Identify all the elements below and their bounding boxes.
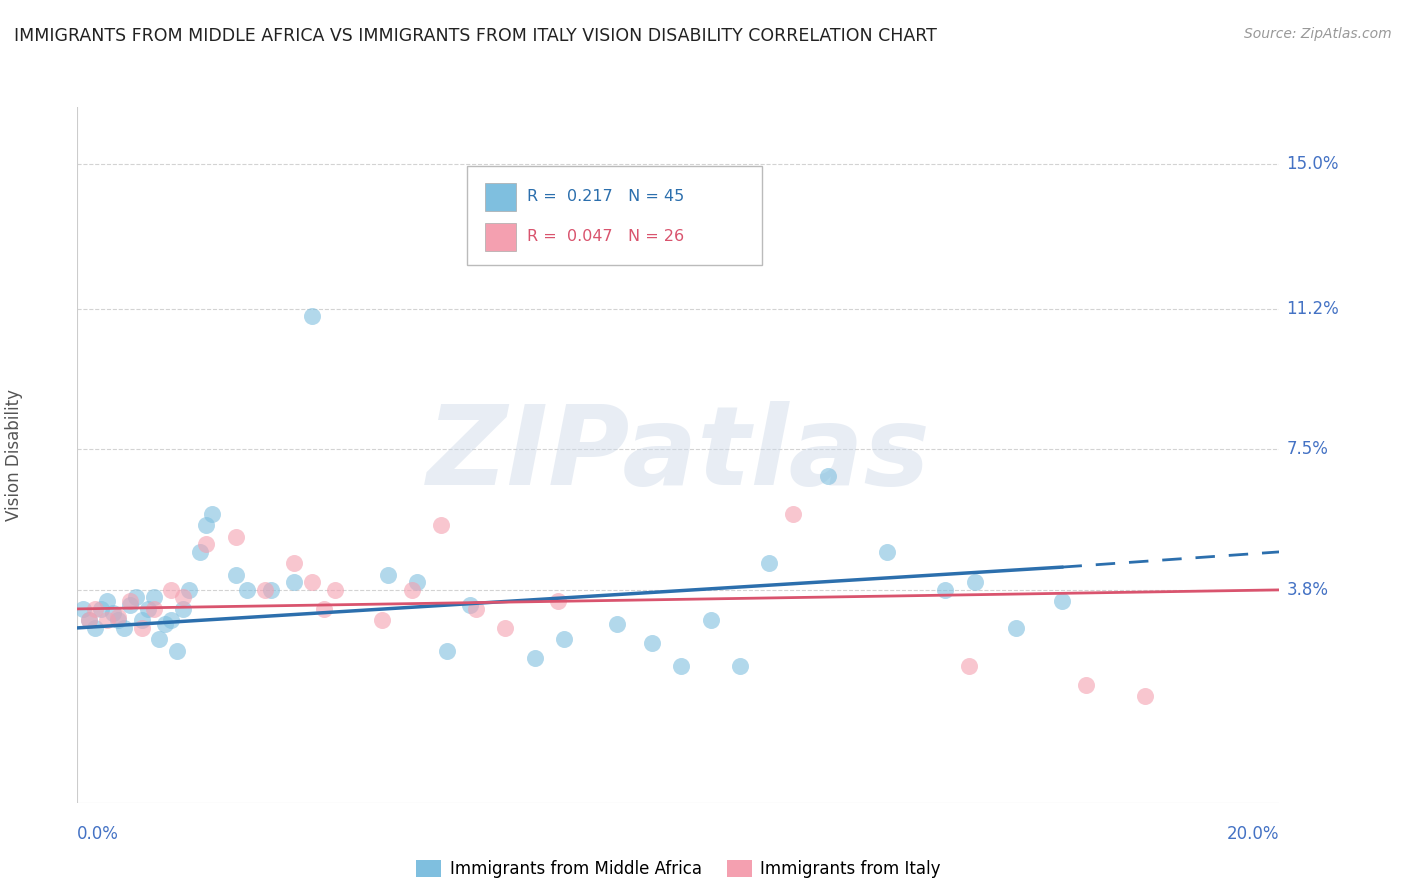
Point [325, 582, 347, 597]
Point [96, 613, 118, 627]
Point [260, 582, 283, 597]
Point [1052, 594, 1074, 608]
Text: 15.0%: 15.0% [1286, 155, 1339, 173]
Point [225, 530, 247, 544]
Point [148, 632, 170, 647]
Point [136, 602, 159, 616]
Point [430, 518, 453, 533]
Point [957, 659, 980, 673]
Text: 11.2%: 11.2% [1286, 300, 1340, 318]
Point [155, 617, 177, 632]
Point [371, 613, 394, 627]
Text: 0.0%: 0.0% [77, 825, 120, 843]
Point [160, 613, 183, 627]
Point [112, 621, 135, 635]
Point [120, 594, 142, 608]
Point [77, 613, 100, 627]
Point [166, 644, 188, 658]
Point [225, 567, 247, 582]
Point [301, 309, 323, 323]
Point [90, 602, 112, 616]
Point [160, 582, 183, 597]
Text: 7.5%: 7.5% [1286, 441, 1329, 458]
Point [142, 591, 165, 605]
Point [107, 613, 129, 627]
Point [782, 507, 804, 521]
Point [172, 602, 194, 616]
Point [107, 609, 129, 624]
Text: ZIPatlas: ZIPatlas [426, 401, 931, 508]
Point [641, 636, 664, 650]
Text: R =  0.047   N = 26: R = 0.047 N = 26 [527, 229, 685, 244]
Point [312, 602, 335, 616]
Point [72, 602, 94, 616]
Point [436, 644, 458, 658]
Point [96, 594, 118, 608]
Point [236, 582, 259, 597]
Point [1004, 621, 1026, 635]
Point [253, 582, 276, 597]
Point [101, 606, 124, 620]
Point [125, 591, 148, 605]
Point [283, 575, 305, 590]
Point [547, 594, 569, 608]
Point [553, 632, 575, 647]
Point [201, 507, 224, 521]
Point [671, 659, 693, 673]
Point [131, 621, 153, 635]
Point [817, 468, 839, 483]
Point [142, 602, 165, 616]
Text: IMMIGRANTS FROM MIDDLE AFRICA VS IMMIGRANTS FROM ITALY VISION DISABILITY CORRELA: IMMIGRANTS FROM MIDDLE AFRICA VS IMMIGRA… [14, 27, 936, 45]
Point [401, 582, 423, 597]
Point [728, 659, 751, 673]
Point [523, 651, 546, 665]
Text: Source: ZipAtlas.com: Source: ZipAtlas.com [1244, 27, 1392, 41]
Point [195, 537, 218, 551]
Point [458, 598, 481, 612]
Point [934, 582, 956, 597]
Point [758, 556, 780, 570]
Point [1074, 678, 1097, 692]
Text: 3.8%: 3.8% [1286, 581, 1329, 599]
Point [190, 545, 212, 559]
Point [84, 602, 107, 616]
Text: 20.0%: 20.0% [1227, 825, 1279, 843]
Point [84, 621, 107, 635]
Point [606, 617, 628, 632]
Point [283, 556, 305, 570]
Point [963, 575, 986, 590]
Point [172, 591, 194, 605]
Text: Vision Disability: Vision Disability [6, 389, 22, 521]
Point [120, 598, 142, 612]
Point [406, 575, 429, 590]
Point [301, 575, 323, 590]
Point [699, 613, 721, 627]
Point [494, 621, 516, 635]
Point [77, 613, 100, 627]
Point [876, 545, 898, 559]
Point [1133, 690, 1156, 704]
Point [177, 582, 200, 597]
Point [377, 567, 399, 582]
Text: R =  0.217   N = 45: R = 0.217 N = 45 [527, 189, 685, 204]
Point [465, 602, 488, 616]
Point [131, 613, 153, 627]
Point [195, 518, 218, 533]
Legend: Immigrants from Middle Africa, Immigrants from Italy: Immigrants from Middle Africa, Immigrant… [409, 854, 948, 885]
